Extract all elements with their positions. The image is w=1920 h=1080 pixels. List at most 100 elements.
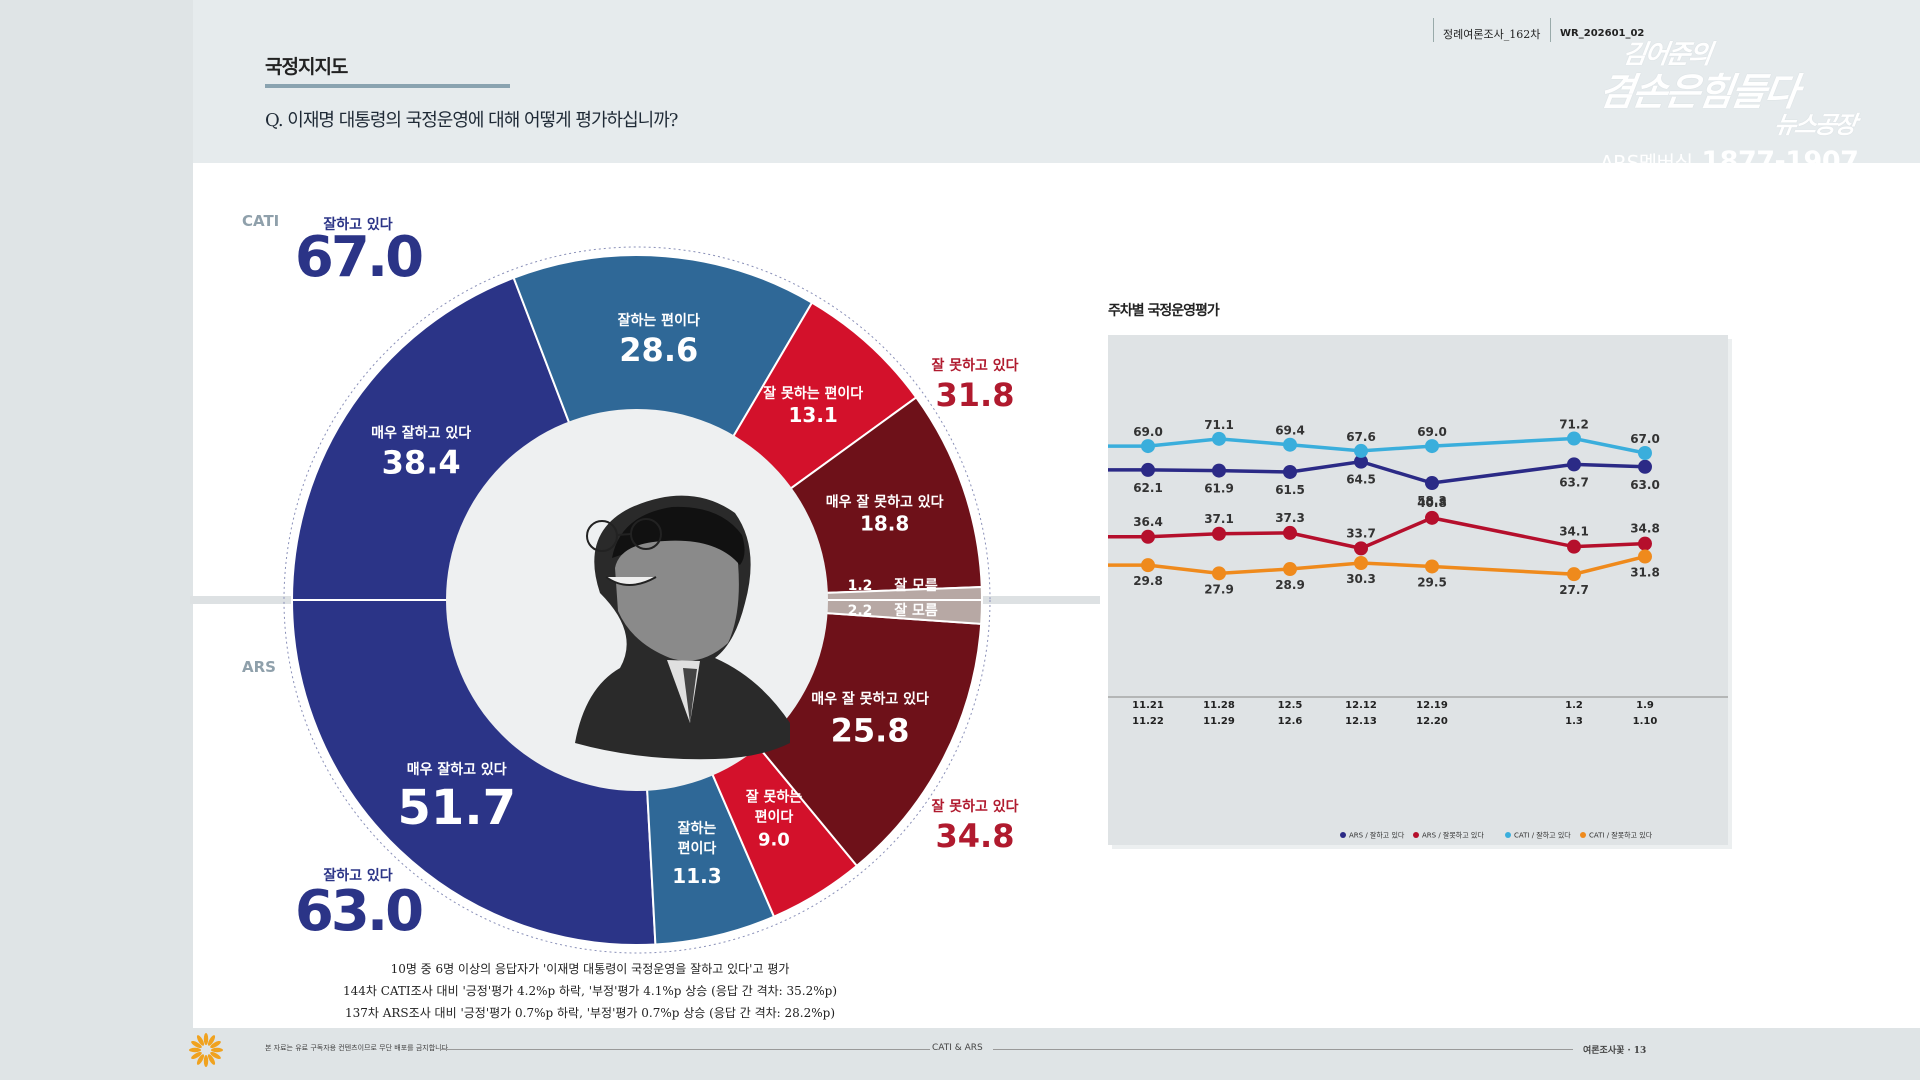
ars-slice-very-bad-value: 25.8 xyxy=(831,712,910,750)
data-label-ars-negative: 34.1 xyxy=(1559,525,1589,539)
data-point-ars-positive xyxy=(1354,454,1368,469)
cati-slice-bad-label: 잘 못하는 편이다 xyxy=(763,385,863,402)
data-label-ars-negative: 40.8 xyxy=(1417,496,1447,510)
meta-divider xyxy=(1433,18,1434,42)
data-point-ars-negative xyxy=(1567,539,1581,554)
cati-positive-label: 잘하고 있다 xyxy=(323,216,392,233)
meta-divider xyxy=(1550,18,1551,42)
data-label-cati-negative: 27.9 xyxy=(1204,582,1234,596)
data-point-ars-positive xyxy=(1212,463,1226,478)
series-line-ars-negative xyxy=(1108,516,1646,551)
legend-label-cati-positive: CATI / 잘하고 있다 xyxy=(1514,831,1571,840)
brand-logo: 김어준의 겸손은힘들다 뉴스공장 ARS멤버십 1877-1907 xyxy=(1596,38,1890,177)
footer-center-label: CATI & ARS xyxy=(932,1043,983,1053)
data-point-ars-positive xyxy=(1567,457,1581,472)
cati-slice-very-good-value: 38.4 xyxy=(382,444,461,482)
cati-label: CATI xyxy=(242,212,279,230)
cati-negative-total: 31.8 xyxy=(936,376,1015,414)
x-tick-label: 11.21 xyxy=(1132,700,1164,711)
data-point-cati-negative xyxy=(1212,566,1226,581)
ars-slice-good-value: 11.3 xyxy=(672,864,721,888)
ars-slice-bad-label: 잘 못하는 xyxy=(746,788,803,805)
legend-label-cati-negative: CATI / 잘못하고 있다 xyxy=(1589,831,1653,840)
data-point-cati-negative xyxy=(1354,556,1368,570)
data-label-cati-negative: 28.9 xyxy=(1275,578,1305,592)
legend-label-ars-positive: ARS / 잘하고 있다 xyxy=(1349,831,1405,840)
data-label-cati-negative: 29.5 xyxy=(1417,575,1447,589)
ars-positive-total: 63.0 xyxy=(295,879,422,944)
data-label-cati-negative: 29.8 xyxy=(1133,574,1163,588)
survey-round: 정례여론조사_162차 xyxy=(1443,28,1541,41)
footer xyxy=(0,1028,1920,1080)
series-line-cati-positive xyxy=(1108,436,1646,455)
portrait-image xyxy=(575,495,790,760)
x-tick-label: 11.29 xyxy=(1203,716,1235,727)
cati-slice-good-label: 잘하는 편이다 xyxy=(618,312,700,329)
donut-guide-ring xyxy=(283,246,991,954)
x-tick-label: 12.13 xyxy=(1345,716,1377,727)
data-point-ars-positive xyxy=(1638,459,1652,474)
cati-slice-dont-know-label: 잘 모름 xyxy=(894,578,938,594)
footer-rule xyxy=(993,1049,1573,1050)
data-label-cati-positive: 71.2 xyxy=(1559,418,1589,432)
summary-note: 137차 ARS조사 대비 '긍정'평가 0.7%p 하락, '부정'평가 0.… xyxy=(344,1006,836,1020)
data-label-ars-positive: 58.3 xyxy=(1417,494,1447,508)
ars-slice-very-good-value: 51.7 xyxy=(398,780,516,836)
data-label-ars-negative: 33.7 xyxy=(1346,526,1376,540)
data-label-ars-positive: 63.0 xyxy=(1630,478,1660,492)
data-label-ars-positive: 62.1 xyxy=(1133,481,1163,495)
cati-slice-good-value: 28.6 xyxy=(619,331,698,369)
data-label-ars-negative: 37.3 xyxy=(1275,511,1305,525)
data-label-ars-positive: 64.5 xyxy=(1346,473,1376,487)
ars-label: ARS xyxy=(242,658,276,676)
x-tick-label: 12.19 xyxy=(1416,700,1448,711)
summary-notes: 10명 중 6명 이상의 응답자가 '이재명 대통령이 국정운영을 잘하고 있다… xyxy=(310,958,870,1024)
ars-negative-label: 잘 못하고 있다 xyxy=(931,798,1018,815)
ars-slice-good-label: 편이다 xyxy=(678,840,717,857)
brand-logo-text: 김어준의 겸손은힘들다 뉴스공장 xyxy=(1596,40,1857,139)
data-point-cati-positive xyxy=(1425,439,1439,454)
data-point-ars-negative xyxy=(1283,525,1297,540)
legend-swatch-cati-negative xyxy=(1580,832,1586,838)
data-point-ars-positive xyxy=(1283,464,1297,479)
footer-rule xyxy=(440,1049,930,1050)
data-label-cati-positive: 67.0 xyxy=(1630,432,1660,446)
data-point-cati-positive xyxy=(1141,439,1155,454)
cati-slice-very-bad-value: 18.8 xyxy=(860,511,909,535)
section-title: 국정지지도 xyxy=(265,56,348,78)
ars-slice-bad-value: 9.0 xyxy=(758,829,790,850)
ars-slice-bad-label: 편이다 xyxy=(755,808,794,825)
weekly-line-chart: 36.4 37.1 37.3 33.7 40.8 34.1 34.8 29.8 27.9 28.9… xyxy=(1108,418,1728,840)
x-tick-label: 11.22 xyxy=(1132,716,1164,727)
ars-slice-very-bad-label: 매우 잘 못하고 있다 xyxy=(811,691,929,708)
data-point-cati-positive xyxy=(1354,443,1368,458)
data-label-ars-negative: 36.4 xyxy=(1133,515,1163,529)
cati-slice-very-good-label: 매우 잘하고 있다 xyxy=(371,425,471,442)
data-point-ars-negative xyxy=(1212,526,1226,541)
ars-slice-dont-know-label: 잘 모름 xyxy=(894,603,938,619)
cati-slice-dont-know-value: 1.2 xyxy=(848,578,873,594)
section-title-underline xyxy=(265,84,510,88)
ars-slice-good-label: 잘하는 xyxy=(678,820,717,837)
cati-slice-very-bad-label: 매우 잘 못하고 있다 xyxy=(826,493,944,510)
data-label-cati-positive: 69.4 xyxy=(1275,424,1305,438)
data-label-ars-negative: 34.8 xyxy=(1630,522,1660,536)
data-label-cati-positive: 69.0 xyxy=(1417,425,1447,439)
data-point-cati-positive xyxy=(1212,431,1226,446)
cati-slice-bad-value: 13.1 xyxy=(789,403,838,427)
data-point-ars-negative xyxy=(1425,510,1439,525)
data-point-ars-negative xyxy=(1141,529,1155,544)
ars-slice-very-good-label: 매우 잘하고 있다 xyxy=(407,761,507,778)
data-label-cati-positive: 71.1 xyxy=(1204,418,1234,432)
data-point-cati-negative xyxy=(1283,562,1297,577)
footer-disclaimer: 본 자료는 유료 구독자용 컨텐츠이므로 무단 배포를 금지합니다 xyxy=(265,1044,449,1052)
data-label-ars-positive: 63.7 xyxy=(1559,475,1589,489)
data-label-cati-positive: 67.6 xyxy=(1346,430,1376,444)
x-tick-label: 12.20 xyxy=(1416,716,1448,727)
data-point-ars-negative xyxy=(1354,541,1368,556)
x-tick-label: 1.3 xyxy=(1565,716,1583,727)
data-point-cati-positive xyxy=(1567,431,1581,446)
page-number: 여론조사꽃 · 13 xyxy=(1583,1046,1647,1056)
data-label-cati-negative: 30.3 xyxy=(1346,572,1376,586)
